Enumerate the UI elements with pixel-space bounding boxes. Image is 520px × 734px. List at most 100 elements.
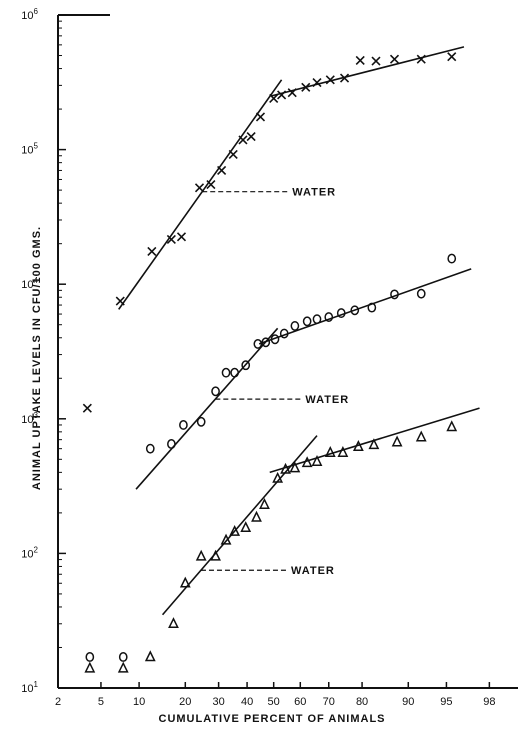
- annotations: WATER WATER WATER: [200, 187, 349, 577]
- data-point-circle: [416, 288, 426, 299]
- data-point-circle: [367, 302, 377, 313]
- data-point-x: [206, 179, 216, 190]
- data-point-triangle: [229, 524, 241, 536]
- x-tick-label: 20: [179, 696, 191, 708]
- x-tick-label: 30: [212, 696, 224, 708]
- data-point-x: [238, 135, 248, 145]
- data-point-triangle: [210, 549, 221, 561]
- data-point-circle: [85, 652, 95, 662]
- x-axis-title: CUMULATIVE PERCENT OF ANIMALS: [159, 713, 386, 725]
- water-label: WATER: [305, 394, 349, 406]
- data-point-x: [115, 296, 125, 306]
- data-point-triangle: [259, 498, 270, 509]
- data-point-x: [416, 54, 426, 64]
- data-point-circle: [241, 360, 251, 371]
- data-point-triangle: [144, 650, 156, 662]
- data-point-triangle: [195, 549, 207, 561]
- data-point-triangle: [179, 576, 191, 588]
- y-tick-label: 102: [21, 545, 38, 560]
- fit-line: [161, 435, 318, 616]
- data-point-triangle: [415, 430, 427, 442]
- water-label: WATER: [291, 565, 335, 577]
- data-point-circle: [221, 367, 231, 378]
- x-tick-label: 98: [483, 696, 495, 708]
- x-tick-label: 80: [356, 696, 368, 708]
- data-point-x: [312, 77, 322, 88]
- data-point-x: [325, 75, 335, 85]
- axes: 101 102 103 104 105 106 2 5 10 20 30 40 50 60 70 80 90 95…: [21, 7, 518, 708]
- data-point-triangle: [391, 435, 403, 447]
- data-point-triangle: [301, 456, 313, 468]
- data-point-x: [194, 183, 205, 193]
- data-point-x: [147, 246, 157, 257]
- data-point-circle: [145, 443, 155, 454]
- data-point-circle: [390, 289, 399, 300]
- y-tick-label: 105: [21, 142, 38, 157]
- data-point-triangle: [280, 462, 291, 474]
- fit-line: [135, 327, 279, 490]
- data-point-x: [269, 93, 279, 103]
- data-point-circle: [447, 253, 457, 264]
- data-point-circle: [261, 337, 271, 348]
- data-point-x: [176, 232, 187, 242]
- data-point-circle: [253, 338, 263, 349]
- data-point-circle: [270, 334, 280, 345]
- data-point-triangle: [368, 438, 380, 450]
- data-point-x: [447, 52, 457, 62]
- x-tick-label: 60: [294, 696, 306, 708]
- data-point-circle: [118, 652, 128, 662]
- data-point-triangle: [337, 446, 349, 457]
- y-tick-label: 106: [21, 7, 38, 22]
- data-point-triangle: [289, 461, 301, 473]
- data-point-triangle: [446, 420, 458, 432]
- data-point-triangle: [240, 521, 252, 533]
- data-point-circle: [167, 439, 176, 449]
- data-point-x: [287, 88, 297, 98]
- data-point-triangle: [117, 661, 129, 673]
- data-point-triangle: [220, 533, 232, 545]
- data-point-triangle: [311, 455, 323, 466]
- data-point-circle: [196, 416, 206, 427]
- data-point-circle: [336, 308, 346, 319]
- data-point-x: [228, 149, 238, 160]
- y-axis-title: ANIMAL UPTAKE LEVELS IN CFU/100 GMS.: [31, 226, 43, 490]
- fit-line: [118, 79, 283, 310]
- data-point-circle: [230, 367, 239, 378]
- x-tick-label: 40: [241, 696, 253, 708]
- data-point-circle: [350, 305, 360, 316]
- x-tick-label: 70: [323, 696, 335, 708]
- data-point-x: [246, 131, 256, 142]
- data-point-circle: [279, 328, 289, 339]
- data-point-triangle: [272, 471, 284, 483]
- data-point-x: [301, 82, 311, 92]
- water-label: WATER: [292, 187, 336, 199]
- data-point-triangle: [324, 446, 336, 457]
- y-tick-label: 103: [21, 411, 38, 426]
- x-tick-label: 10: [133, 696, 145, 708]
- x-tick-label: 50: [268, 696, 280, 708]
- fit-line: [258, 268, 472, 345]
- x-tick-label: 95: [440, 696, 452, 708]
- fit-lines: [118, 46, 480, 616]
- data-point-circle: [324, 312, 334, 323]
- data-point-x: [389, 54, 400, 64]
- data-point-triangle: [168, 617, 179, 629]
- x-tick-label: 5: [98, 696, 104, 708]
- data-point-x: [277, 90, 287, 100]
- y-tick-label: 101: [21, 680, 38, 695]
- data-point-x: [339, 73, 350, 83]
- data-point-x: [82, 403, 92, 413]
- data-points: [82, 52, 458, 673]
- data-point-triangle: [352, 440, 364, 451]
- data-point-x: [166, 234, 176, 245]
- data-point-circle: [211, 386, 220, 397]
- data-point-circle: [302, 316, 312, 327]
- y-tick-label: 104: [21, 276, 38, 291]
- data-point-circle: [290, 320, 300, 331]
- data-point-circle: [312, 314, 322, 325]
- fit-line: [270, 46, 465, 97]
- data-point-triangle: [84, 661, 96, 673]
- data-point-x: [217, 165, 227, 176]
